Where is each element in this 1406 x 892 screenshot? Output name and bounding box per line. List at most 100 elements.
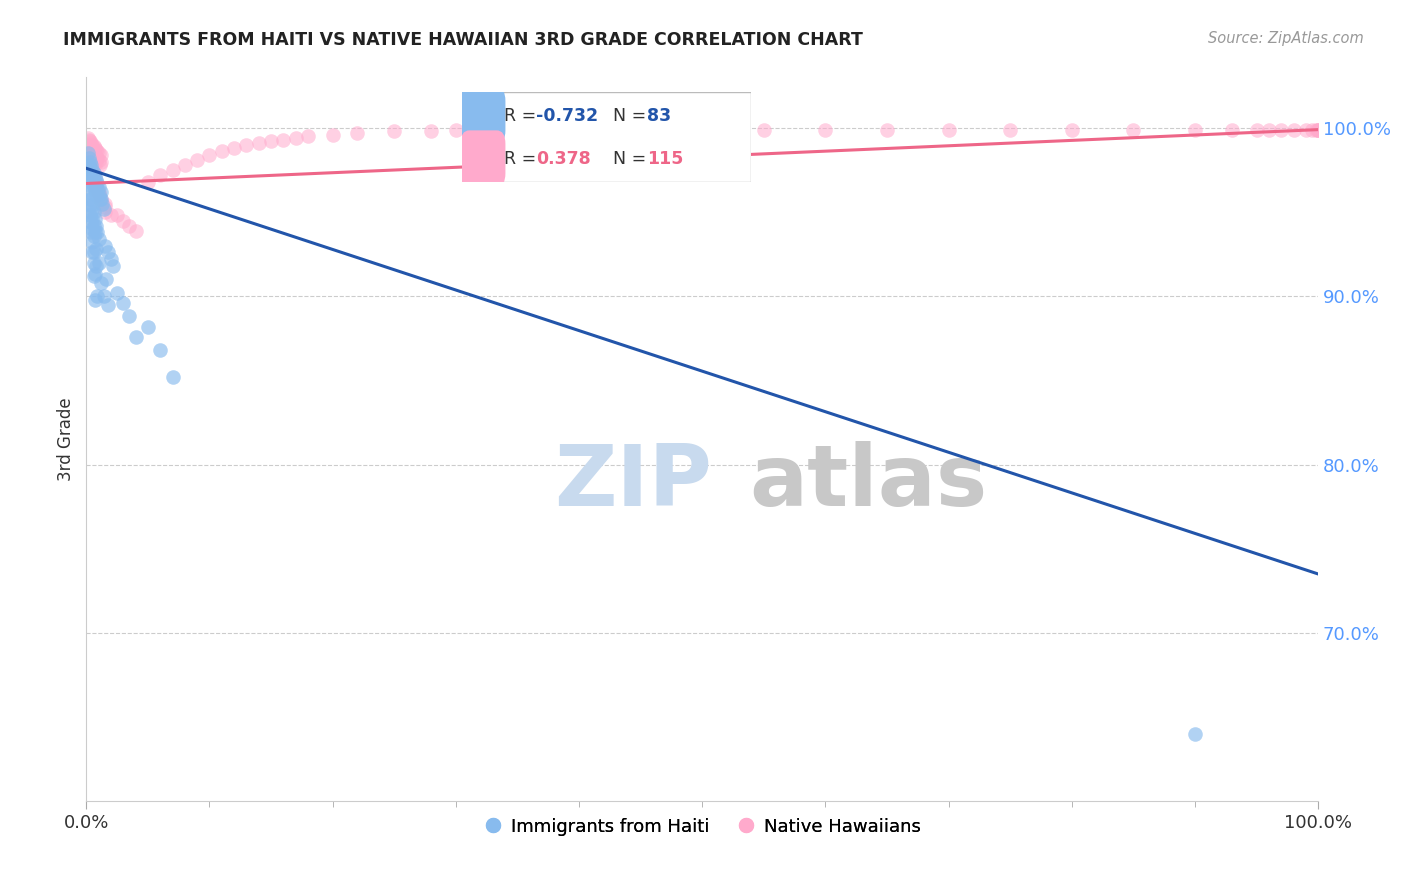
Point — [84, 183, 107, 197]
Point — [87, 153, 110, 167]
Point — [84, 171, 107, 186]
Point — [82, 163, 104, 178]
Point — [79, 141, 101, 155]
Point — [84, 268, 107, 282]
Point — [247, 136, 270, 150]
Point — [97, 245, 120, 260]
Point — [605, 122, 627, 136]
Point — [1220, 122, 1243, 136]
Point — [77, 146, 100, 161]
Point — [1282, 122, 1305, 136]
Point — [118, 310, 141, 324]
Point — [84, 156, 107, 170]
Point — [105, 209, 128, 223]
Point — [87, 255, 110, 269]
Point — [211, 145, 233, 159]
Point — [83, 228, 105, 243]
Point — [80, 171, 103, 186]
Point — [89, 158, 111, 172]
Point — [97, 298, 120, 312]
Point — [690, 122, 713, 136]
Point — [77, 178, 100, 193]
Point — [124, 329, 146, 343]
Point — [1184, 122, 1206, 136]
Point — [1308, 122, 1330, 136]
Point — [235, 137, 257, 152]
Point — [79, 161, 101, 176]
Point — [79, 185, 101, 199]
Text: Source: ZipAtlas.com: Source: ZipAtlas.com — [1208, 31, 1364, 46]
Point — [82, 164, 104, 178]
Point — [82, 169, 104, 184]
Y-axis label: 3rd Grade: 3rd Grade — [58, 398, 75, 481]
Point — [198, 148, 221, 162]
Point — [84, 259, 107, 273]
Legend: Immigrants from Haiti, Native Hawaiians: Immigrants from Haiti, Native Hawaiians — [477, 811, 928, 843]
Point — [79, 135, 101, 149]
Point — [543, 122, 565, 136]
Point — [83, 173, 105, 187]
Point — [94, 196, 117, 211]
Point — [84, 150, 107, 164]
Point — [84, 219, 107, 233]
Point — [173, 158, 195, 172]
Point — [84, 211, 107, 226]
Point — [79, 168, 101, 182]
Point — [76, 171, 98, 186]
Point — [87, 186, 110, 201]
Point — [84, 293, 107, 307]
Point — [80, 163, 103, 178]
Point — [284, 131, 307, 145]
Point — [83, 255, 105, 269]
Point — [118, 219, 141, 233]
Point — [82, 151, 104, 165]
Point — [84, 179, 107, 194]
Point — [77, 192, 100, 206]
Point — [84, 179, 107, 194]
Point — [77, 151, 100, 165]
Point — [814, 122, 837, 136]
Point — [1301, 122, 1323, 136]
Point — [76, 131, 98, 145]
Point — [346, 126, 368, 140]
Point — [86, 183, 108, 197]
Point — [86, 181, 108, 195]
Point — [83, 179, 105, 194]
Point — [444, 122, 467, 136]
Point — [79, 151, 101, 165]
Point — [136, 175, 159, 189]
Point — [84, 188, 107, 202]
Point — [83, 139, 105, 153]
Point — [1184, 727, 1206, 741]
Point — [136, 319, 159, 334]
Point — [82, 177, 104, 191]
Point — [79, 209, 101, 223]
Point — [80, 160, 103, 174]
Point — [1308, 122, 1330, 136]
Point — [90, 192, 112, 206]
Point — [162, 370, 184, 384]
Point — [1257, 122, 1279, 136]
Point — [1295, 122, 1317, 136]
Point — [297, 129, 319, 144]
Point — [224, 141, 246, 155]
Point — [84, 148, 107, 162]
Point — [83, 169, 105, 184]
Point — [90, 192, 112, 206]
Point — [94, 272, 117, 286]
Point — [80, 143, 103, 157]
Point — [82, 198, 104, 212]
Point — [82, 211, 104, 226]
Point — [86, 151, 108, 165]
Point — [752, 122, 775, 136]
Point — [82, 168, 104, 182]
Point — [76, 141, 98, 155]
Text: ZIP: ZIP — [554, 442, 713, 524]
Point — [86, 177, 108, 191]
Point — [93, 202, 115, 216]
Point — [83, 153, 105, 167]
Point — [87, 185, 110, 199]
Point — [77, 133, 100, 147]
Point — [84, 143, 107, 157]
Point — [79, 154, 101, 169]
